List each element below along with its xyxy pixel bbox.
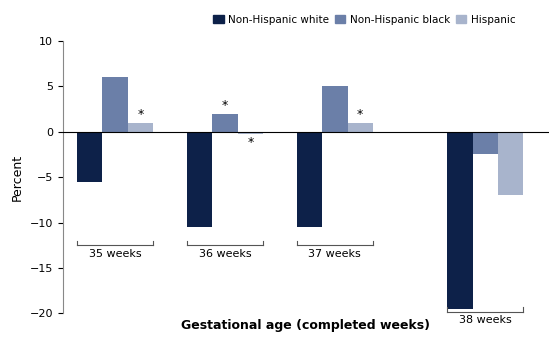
Bar [237,132,263,134]
Text: 36 weeks: 36 weeks [199,249,251,259]
Bar [348,122,373,132]
Legend: Non-Hispanic white, Non-Hispanic black, Hispanic: Non-Hispanic white, Non-Hispanic black, … [209,11,520,29]
Bar [212,114,237,132]
Bar [322,86,348,132]
Text: 35 weeks: 35 weeks [88,249,141,259]
Text: *: * [357,108,363,121]
Bar [77,132,102,182]
Text: *: * [222,99,228,112]
Bar [128,122,153,132]
Bar [102,77,128,132]
Text: 38 weeks: 38 weeks [459,315,512,325]
Bar [297,132,322,227]
Text: 37 weeks: 37 weeks [309,249,361,259]
Text: *: * [247,136,254,149]
Bar [498,132,524,195]
Bar [473,132,498,154]
Y-axis label: Percent: Percent [11,154,24,201]
Bar [447,132,473,309]
Bar [186,132,212,227]
X-axis label: Gestational age (completed weeks): Gestational age (completed weeks) [181,319,431,332]
Text: *: * [137,108,143,121]
